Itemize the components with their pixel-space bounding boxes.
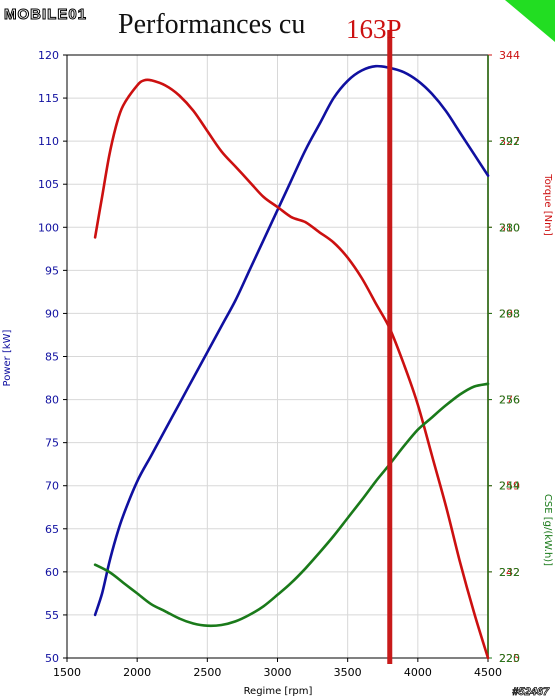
power-tick-label: 80 [45, 394, 59, 407]
cse-tick-label: 232 [499, 566, 520, 579]
power-tick-label: 90 [45, 307, 59, 320]
torque-tick-label: 276 [499, 394, 520, 407]
power-tick-label: 110 [38, 135, 59, 148]
power-tick-label: 95 [45, 264, 59, 277]
x-tick-label: 2500 [193, 666, 221, 679]
torque-tick-label: 293 [499, 307, 520, 320]
x-tick-label: 4500 [474, 666, 502, 679]
x-tick-label: 1500 [53, 666, 81, 679]
x-tick-label: 3000 [264, 666, 292, 679]
series-layer [93, 64, 490, 660]
power-tick-label: 75 [45, 437, 59, 450]
power-series-line [93, 64, 490, 617]
cse-tick-label: 292 [499, 135, 520, 148]
power-tick-label: 85 [45, 351, 59, 364]
power-tick-label: 65 [45, 523, 59, 536]
x-tick-label: 2000 [123, 666, 151, 679]
torque-tick-label: 259 [499, 480, 520, 493]
torque-axis-label: Torque [Nm] [542, 173, 553, 236]
torque-series-line [93, 78, 490, 660]
chart-title: Performances cu [118, 9, 305, 40]
cse-series-line [93, 382, 490, 628]
torque-tick-label: 242 [499, 566, 520, 579]
logo: MOBILE01 [2, 2, 120, 24]
cse-tick-label: 256 [499, 394, 520, 407]
x-axis-label: Regime [rpm] [244, 686, 313, 697]
axes-frame [63, 54, 492, 662]
power-tick-label: 60 [45, 566, 59, 579]
power-tick-label: 55 [45, 609, 59, 622]
torque-tick-label: 310 [499, 221, 520, 234]
x-tick-label: 4000 [404, 666, 432, 679]
power-tick-label: 120 [38, 49, 59, 62]
cse-tick-label: 280 [499, 221, 520, 234]
logo-text: MOBILE01 [4, 6, 87, 23]
torque-tick-label: 225 [499, 652, 520, 665]
power-tick-label: 115 [38, 92, 59, 105]
power-tick-label: 105 [38, 178, 59, 191]
power-tick-label: 70 [45, 480, 59, 493]
corner-triangle [505, 0, 555, 42]
x-tick-label: 3500 [334, 666, 362, 679]
cse-tick-label: 244 [499, 480, 520, 493]
tick-labels: 50 55 60 65 70 75 80 85 90 95 100 105 110 115 120 225 24… [38, 49, 520, 679]
power-axis-label: Power [kW] [2, 329, 13, 386]
watermark: #52467 [512, 686, 550, 698]
cse-tick-label: 220 [499, 652, 520, 665]
power-tick-label: 50 [45, 652, 59, 665]
torque-tick-label: 344 [499, 49, 520, 62]
cse-tick-label: 268 [499, 307, 520, 320]
marker-annotation: 163P [346, 14, 402, 44]
torque-tick-label: 327 [499, 135, 520, 148]
cse-axis-label: CSE [g/(kW.h)] [542, 494, 553, 566]
power-tick-label: 100 [38, 221, 59, 234]
